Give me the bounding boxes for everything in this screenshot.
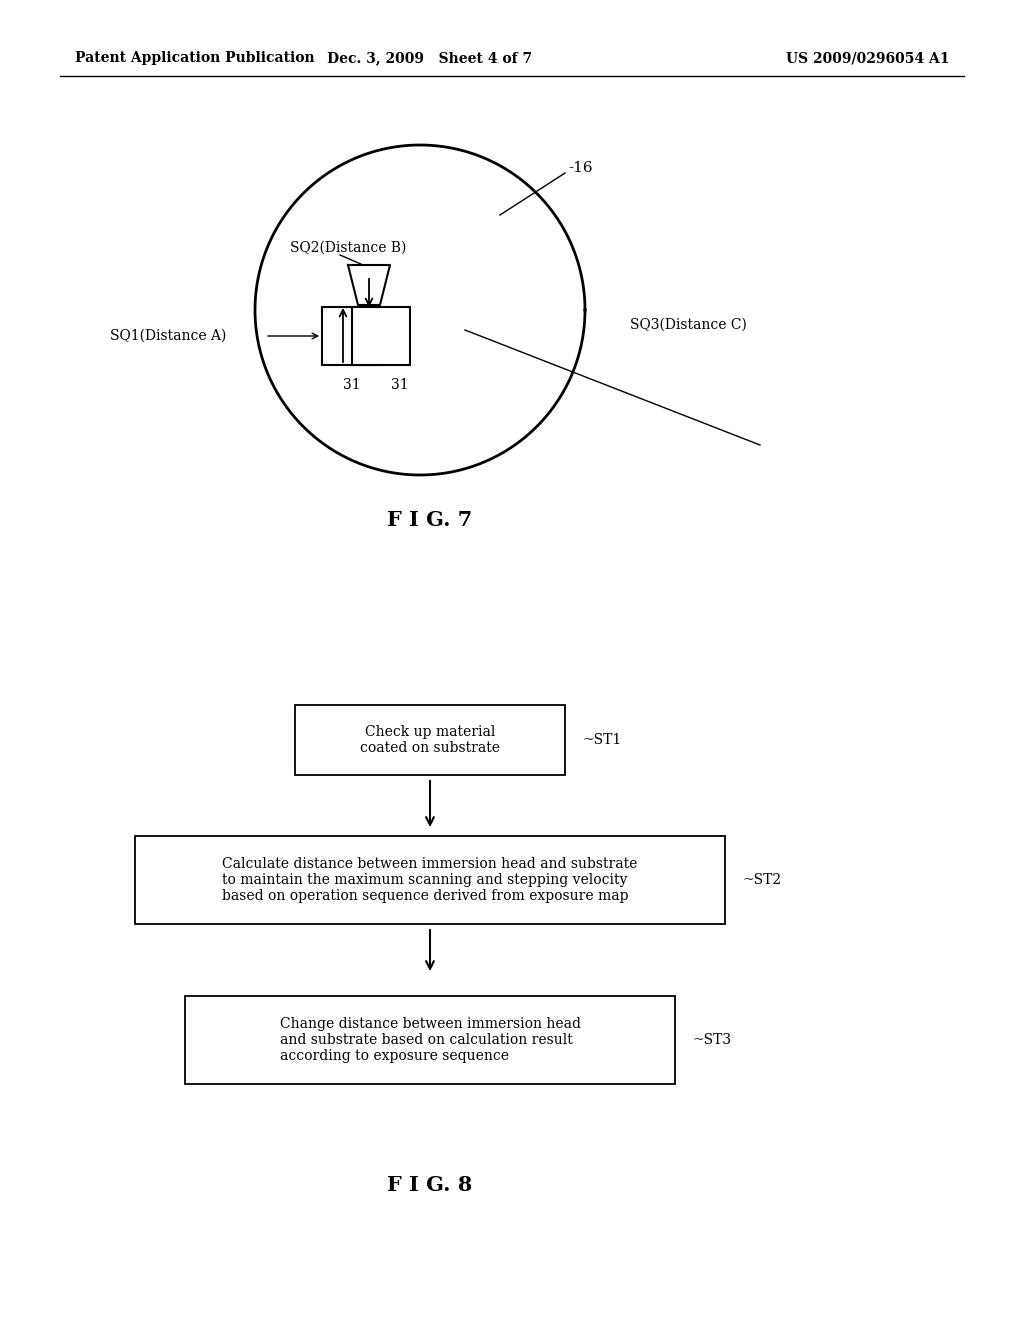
Text: SQ2(Distance B): SQ2(Distance B) — [290, 242, 407, 255]
Text: SQ3(Distance C): SQ3(Distance C) — [630, 318, 746, 333]
Text: Check up material
coated on substrate: Check up material coated on substrate — [360, 725, 500, 755]
Text: ~ST1: ~ST1 — [583, 733, 623, 747]
Text: ~ST3: ~ST3 — [693, 1034, 732, 1047]
Bar — [135, 836, 725, 924]
Bar — [352, 308, 410, 366]
Polygon shape — [348, 265, 390, 305]
Text: F I G. 7: F I G. 7 — [387, 510, 473, 531]
Text: SQ1(Distance A): SQ1(Distance A) — [110, 329, 226, 343]
Text: 31: 31 — [343, 378, 360, 392]
Bar — [322, 308, 380, 366]
Text: Patent Application Publication: Patent Application Publication — [75, 51, 314, 65]
Text: ~ST2: ~ST2 — [743, 873, 782, 887]
Bar — [295, 705, 565, 775]
Text: US 2009/0296054 A1: US 2009/0296054 A1 — [786, 51, 950, 65]
Text: Calculate distance between immersion head and substrate
to maintain the maximum : Calculate distance between immersion hea… — [222, 857, 638, 903]
Text: Dec. 3, 2009   Sheet 4 of 7: Dec. 3, 2009 Sheet 4 of 7 — [328, 51, 532, 65]
Text: -16: -16 — [568, 161, 593, 176]
Text: Change distance between immersion head
and substrate based on calculation result: Change distance between immersion head a… — [280, 1016, 581, 1063]
Text: 31: 31 — [391, 378, 409, 392]
Text: F I G. 8: F I G. 8 — [387, 1175, 473, 1195]
Bar — [185, 997, 675, 1084]
